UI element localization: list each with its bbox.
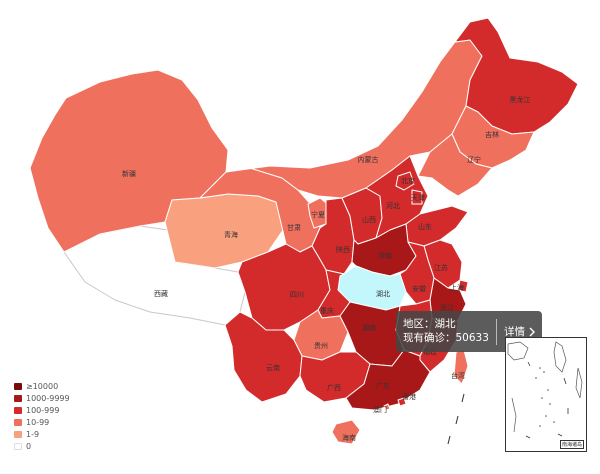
legend-swatch: [14, 442, 22, 450]
label-heilongjiang: 黑龙江: [510, 95, 531, 104]
label-xianggang: 香港: [402, 392, 416, 401]
province-hainan[interactable]: [331, 419, 361, 445]
province-liaoning[interactable]: [417, 133, 493, 197]
label-taiwan: 台湾: [451, 371, 465, 380]
legend-label: 1-9: [26, 429, 40, 439]
province-heilongjiang[interactable]: [454, 17, 579, 135]
label-jiangsu: 江苏: [434, 263, 448, 272]
label-shanghai: 上海: [450, 283, 464, 292]
province-xianggang[interactable]: [397, 397, 407, 407]
label-hubei: 湖北: [376, 289, 390, 298]
label-xinjiang: 新疆: [122, 169, 136, 178]
label-anhui: 安徽: [412, 284, 426, 293]
legend-label: 100-999: [26, 405, 60, 415]
legend-swatch: [14, 394, 22, 402]
label-qinghai: 青海: [224, 230, 238, 239]
legend-label: ≥10000: [26, 381, 59, 391]
label-guangdong: 广东: [376, 381, 390, 390]
label-guangxi: 广西: [327, 383, 341, 392]
label-beijing: 北京: [401, 176, 415, 185]
legend-item[interactable]: 100-999: [14, 404, 70, 416]
label-xizang: 西藏: [154, 289, 168, 298]
legend-swatch: [14, 382, 22, 390]
legend-swatch: [14, 418, 22, 426]
tooltip-confirmed: 现有确诊：50633: [403, 332, 489, 344]
chevron-right-icon: [529, 327, 535, 336]
tooltip-detail-label: 详情: [504, 326, 525, 338]
legend-label: 1000-9999: [26, 393, 70, 403]
tooltip-detail-link[interactable]: 详情: [504, 324, 536, 339]
sea-border-marks: [447, 393, 465, 445]
label-henan: 河南: [378, 251, 392, 260]
label-zhejiang: 浙江: [440, 303, 454, 312]
tooltip-region: 地区：湖北: [403, 318, 456, 330]
province-aomen[interactable]: [383, 403, 391, 411]
legend-item[interactable]: ≥10000: [14, 380, 70, 392]
label-yunnan: 云南: [266, 363, 280, 372]
legend-label: 10-99: [26, 417, 50, 427]
label-liaoning: 辽宁: [467, 155, 481, 164]
label-guizhou: 贵州: [314, 341, 328, 350]
label-hunan: 湖南: [362, 323, 376, 332]
label-hebei: 河北: [386, 202, 400, 210]
province-tianjin[interactable]: [411, 189, 423, 205]
south-china-sea-inset: 南海诸岛: [505, 337, 587, 452]
label-sichuan: 四川: [290, 291, 304, 299]
tooltip-divider: [496, 319, 497, 345]
legend-item[interactable]: 10-99: [14, 416, 70, 428]
legend-item[interactable]: 1-9: [14, 428, 70, 440]
label-hainan: 海南: [342, 433, 356, 442]
province-beijing[interactable]: [395, 171, 415, 191]
legend-label: 0: [26, 441, 32, 451]
label-ningxia: 宁夏: [311, 210, 325, 219]
inset-label: 南海诸岛: [559, 440, 584, 449]
label-tianjin: 天津: [411, 194, 425, 202]
color-legend: ≥10000 1000-9999 100-999 10-99 1-9 0: [14, 380, 70, 452]
label-shanxi1: 陕西: [336, 245, 350, 254]
label-chongqing: 重庆: [320, 306, 334, 315]
inset-map: [507, 341, 583, 439]
label-aomen: 澳门: [373, 405, 387, 414]
province-shanghai[interactable]: [457, 279, 469, 293]
label-shanxi2: 山西: [362, 215, 376, 224]
label-jilin: 吉林: [485, 130, 499, 139]
label-shandong: 山东: [418, 222, 432, 231]
label-gansu: 甘肃: [287, 223, 301, 232]
legend-item[interactable]: 1000-9999: [14, 392, 70, 404]
legend-swatch: [14, 430, 22, 438]
legend-item[interactable]: 0: [14, 440, 70, 452]
label-neimenggu: 内蒙古: [358, 155, 379, 164]
legend-swatch: [14, 406, 22, 414]
